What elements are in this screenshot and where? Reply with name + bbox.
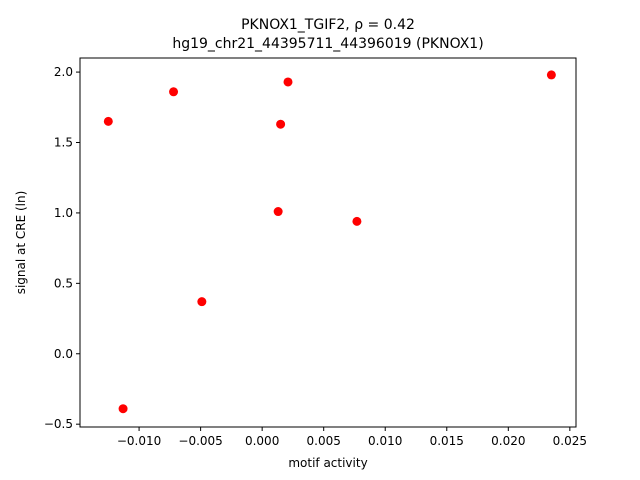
- scatter-point: [169, 87, 179, 97]
- chart-title-line1: PKNOX1_TGIF2, ρ = 0.42: [241, 17, 415, 33]
- scatter-point: [283, 77, 293, 87]
- x-tick-label: −0.005: [178, 434, 222, 448]
- y-tick-label: 1.0: [54, 206, 73, 220]
- y-tick-label: 1.5: [54, 136, 73, 150]
- y-tick-label: 0.5: [54, 276, 73, 290]
- x-tick-label: 0.000: [245, 434, 279, 448]
- plot-frame: [79, 57, 577, 428]
- scatter-point: [546, 70, 556, 80]
- y-axis-label: signal at CRE (ln): [14, 191, 28, 295]
- y-tick-label: 0.0: [54, 347, 73, 361]
- chart-title-line2: hg19_chr21_44395711_44396019 (PKNOX1): [172, 36, 483, 52]
- x-axis-label: motif activity: [288, 456, 367, 470]
- y-tick-label: 2.0: [54, 65, 73, 79]
- scatter-point: [118, 404, 128, 414]
- x-tick-label: 0.025: [553, 434, 587, 448]
- scatter-point: [352, 216, 362, 226]
- x-axis: −0.010 −0.005 0.000 0.005 0.010 0.015 0.020 0.0…: [117, 427, 587, 448]
- x-tick-label: 0.020: [491, 434, 525, 448]
- x-tick-label: 0.015: [430, 434, 464, 448]
- scatter-point: [197, 297, 207, 307]
- x-tick-label: 0.010: [368, 434, 402, 448]
- scatter-point: [273, 207, 283, 217]
- data-points: [103, 70, 556, 414]
- x-tick-label: −0.010: [117, 434, 161, 448]
- scatter-point: [276, 119, 286, 129]
- y-axis: −0.5 0.0 0.5 1.0 1.5 2.0: [44, 65, 80, 431]
- scatter-point: [103, 116, 113, 126]
- y-tick-label: −0.5: [44, 417, 73, 431]
- x-tick-label: 0.005: [307, 434, 341, 448]
